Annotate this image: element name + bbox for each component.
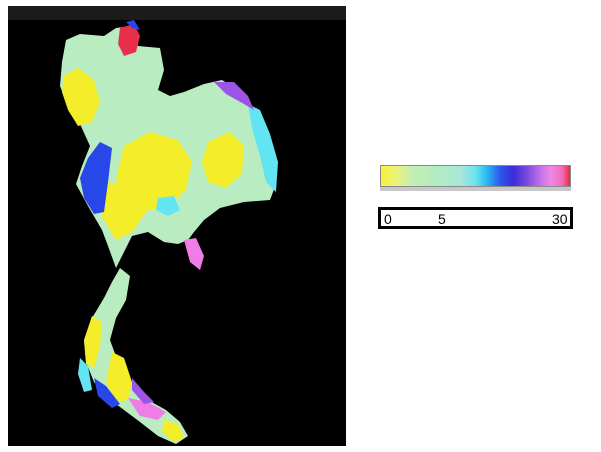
- southern-peninsula: [84, 268, 188, 444]
- thailand-map: [60, 20, 278, 444]
- north-yellow-area: [62, 68, 100, 126]
- north-blue-tip: [126, 20, 140, 30]
- northeast-violet-edge: [214, 82, 254, 110]
- south-cyan-west: [78, 358, 92, 392]
- tick-label-max: 30: [552, 211, 568, 227]
- color-scale-gradient: [381, 166, 570, 186]
- south-violet-coast: [132, 378, 154, 404]
- scale-labels-box: 0 5 30: [378, 207, 573, 229]
- color-scale-underline: [380, 187, 571, 191]
- center-cyan-spot: [156, 196, 180, 216]
- central-plain-yellow: [96, 182, 146, 240]
- south-blue-band: [94, 378, 120, 408]
- central-yellow-area: [116, 132, 192, 212]
- south-yellow-tip: [162, 420, 184, 442]
- tick-label-mid: 5: [438, 211, 446, 227]
- south-yellow-center: [106, 352, 132, 402]
- tick-label-min: 0: [384, 211, 392, 227]
- southeast-pink-area: [184, 238, 204, 270]
- color-scale-bar: [380, 165, 571, 187]
- northeast-yellow-area: [202, 132, 244, 188]
- north-red-spot: [118, 24, 140, 56]
- map-title-bar: [8, 6, 346, 20]
- map-panel: [8, 6, 346, 446]
- east-cyan-edge: [248, 104, 278, 192]
- south-yellow-west: [84, 316, 102, 368]
- west-blue-strip: [80, 142, 112, 214]
- south-pink-band: [128, 398, 166, 420]
